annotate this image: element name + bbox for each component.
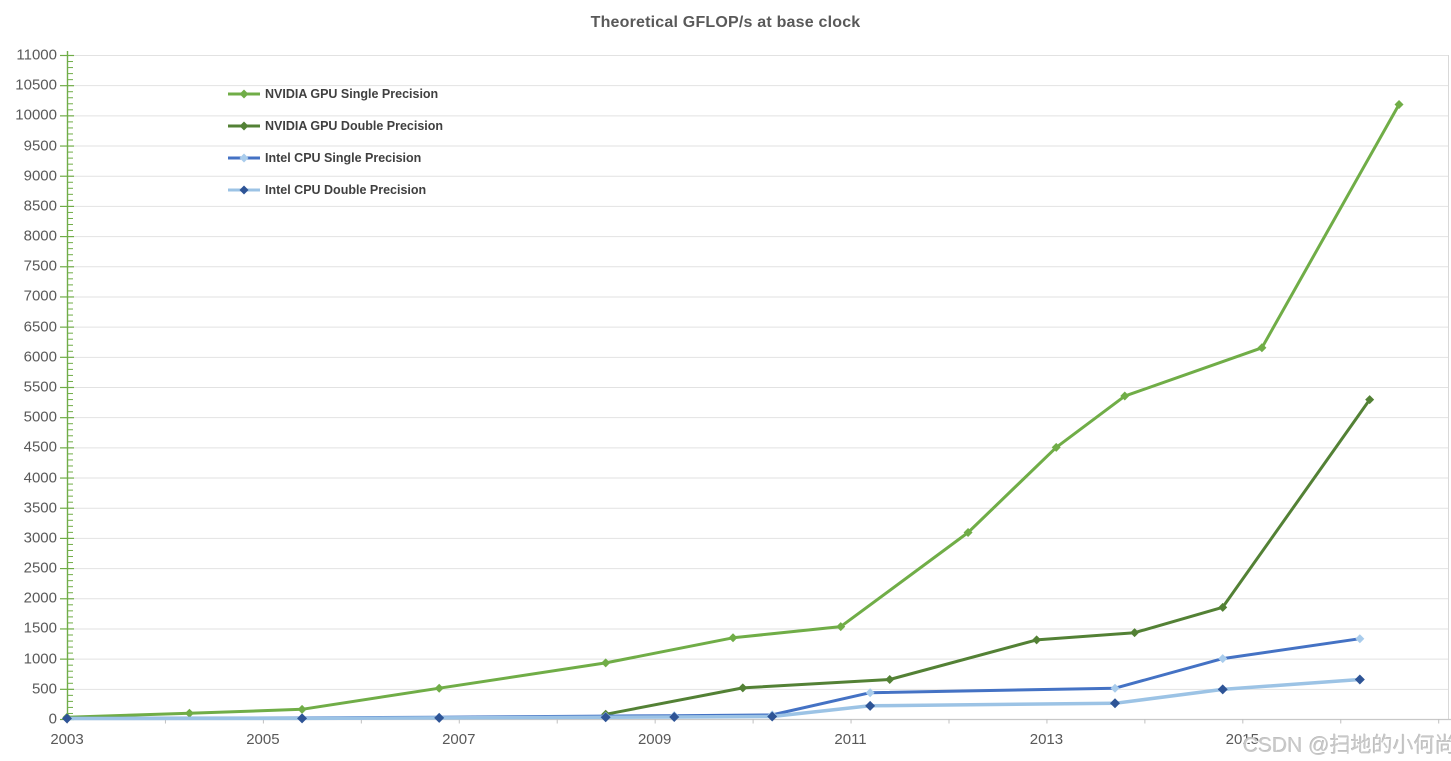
y-tick-label: 2500 (23, 559, 57, 577)
legend-swatch-intel-cpu-double-precision-icon (228, 185, 260, 195)
legend-label: Intel CPU Double Precision (265, 183, 427, 197)
legend-item-nvidia-gpu-double-precision: NVIDIA GPU Double Precision (228, 110, 443, 142)
y-tick-label: 7500 (23, 257, 57, 275)
series-line (604, 398, 1372, 716)
data-point-marker (1394, 99, 1404, 109)
data-point-marker (184, 708, 194, 718)
data-point-marker (434, 712, 445, 723)
data-point-marker (1110, 683, 1120, 693)
data-point-marker (728, 633, 738, 643)
data-point-marker (297, 704, 307, 714)
watermark: CSDN @扫地的小何尚 (1243, 734, 1451, 757)
data-point-marker (1051, 442, 1061, 452)
data-point-marker (865, 688, 875, 698)
y-tick-label: 9000 (23, 167, 57, 185)
y-tick-label: 5000 (23, 408, 57, 426)
y-tick-label: 6500 (23, 318, 57, 336)
x-tick-label: 2009 (637, 731, 672, 748)
legend-label: NVIDIA GPU Double Precision (265, 119, 444, 133)
x-tick-label: 2013 (1029, 731, 1064, 748)
legend-swatch-nvidia-gpu-single-precision-icon (228, 89, 260, 99)
x-tick-label: 2003 (50, 731, 84, 748)
y-tick-label: 9500 (23, 137, 57, 155)
y-tick-label: 1500 (23, 619, 57, 637)
data-point-marker (1120, 391, 1130, 401)
y-tick-label: 8500 (23, 197, 57, 215)
x-tick-label: 2011 (834, 731, 867, 748)
y-tick-label: 4500 (23, 438, 57, 456)
legend-swatch-intel-cpu-single-precision-icon (228, 153, 260, 163)
legend-label: Intel CPU Single Precision (265, 151, 422, 165)
y-tick-label: 2000 (23, 589, 57, 607)
data-point-marker (738, 683, 748, 693)
series-intel-cpu-double-precision (62, 674, 1365, 724)
legend-item-nvidia-gpu-single-precision: NVIDIA GPU Single Precision (228, 78, 443, 110)
series-line (65, 677, 1362, 721)
y-tick-label: 3500 (23, 499, 57, 517)
data-point-marker (1354, 674, 1365, 685)
x-tick-label: 2005 (246, 731, 280, 748)
data-point-marker (601, 658, 611, 668)
series-line (65, 637, 1362, 720)
y-tick-label: 0 (48, 710, 57, 728)
series-nvidia-gpu-double-precision (601, 395, 1375, 719)
series-nvidia-gpu-single-precision (62, 99, 1404, 722)
y-tick-label: 5500 (23, 378, 57, 396)
legend-item-intel-cpu-double-precision: Intel CPU Double Precision (228, 174, 443, 206)
gridlines (67, 55, 1448, 690)
data-point-marker (1032, 635, 1042, 645)
y-tick-label: 7000 (23, 287, 57, 305)
series-line (65, 103, 1401, 719)
legend: NVIDIA GPU Single Precision NVIDIA GPU Do… (228, 78, 443, 206)
data-point-marker (865, 700, 876, 711)
x-tick-label: 2015 (1225, 731, 1259, 748)
data-point-marker (1217, 684, 1228, 695)
data-point-marker (1218, 602, 1228, 612)
x-tick-label: 2007 (442, 731, 476, 748)
data-point-marker (963, 527, 973, 537)
data-point-marker (1130, 628, 1140, 638)
data-point-marker (1218, 654, 1228, 664)
data-point-marker (600, 712, 611, 723)
data-point-marker (1355, 634, 1365, 644)
y-tick-label: 6000 (23, 348, 57, 366)
y-tick-label: 10500 (15, 76, 57, 94)
y-tick-label: 11000 (16, 46, 57, 64)
y-tick-label: 8000 (23, 227, 57, 245)
data-point-marker (434, 683, 444, 693)
y-tick-label: 10000 (15, 106, 57, 124)
legend-label: NVIDIA GPU Single Precision (265, 87, 439, 101)
legend-swatch-nvidia-gpu-double-precision-icon (228, 121, 260, 131)
data-point-marker (767, 711, 778, 722)
data-point-marker (1109, 698, 1120, 709)
y-tick-label: 500 (31, 680, 57, 698)
chart-title: Theoretical GFLOP/s at base clock (590, 14, 861, 31)
data-point-marker (1257, 343, 1267, 353)
y-axis (60, 51, 74, 721)
data-point-marker (669, 712, 680, 723)
data-point-marker (62, 713, 72, 724)
data-point-marker (836, 622, 846, 632)
data-point-marker (297, 713, 308, 724)
data-point-marker (885, 674, 895, 684)
y-tick-label: 4000 (23, 469, 57, 487)
legend-item-intel-cpu-single-precision: Intel CPU Single Precision (228, 142, 443, 174)
data-point-marker (1365, 395, 1375, 405)
y-tick-label: 1000 (23, 650, 57, 668)
y-tick-label: 3000 (23, 529, 57, 547)
